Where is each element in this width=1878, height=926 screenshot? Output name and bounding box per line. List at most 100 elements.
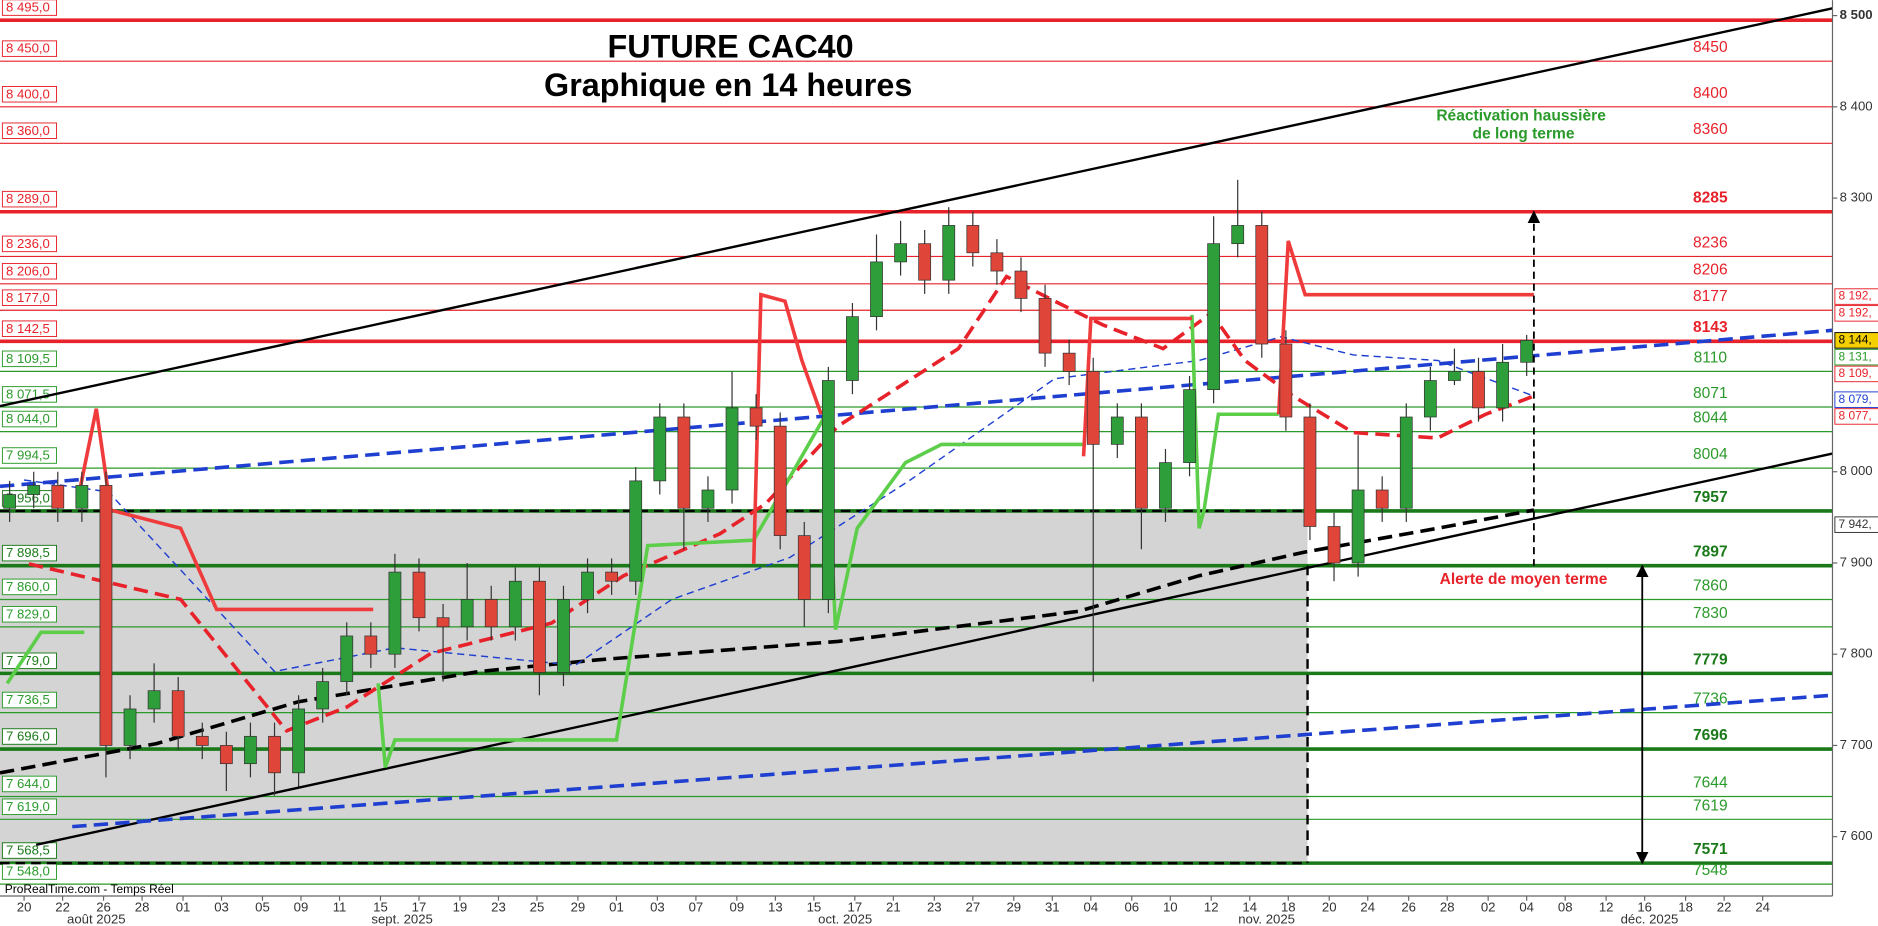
level-axis-label: 8 109,5 bbox=[6, 351, 50, 366]
price-tag-label: 8 192, bbox=[1838, 306, 1871, 320]
candle-body bbox=[99, 485, 113, 746]
candle-body bbox=[557, 599, 570, 673]
price-tag bbox=[1834, 365, 1878, 383]
annotation: de long terme bbox=[1472, 125, 1574, 142]
candle-body bbox=[1472, 371, 1485, 409]
x-tick-label: 24 bbox=[1360, 899, 1375, 914]
level-label-box bbox=[1, 320, 58, 337]
candle-body bbox=[147, 690, 161, 710]
level-axis-label: 8 450,0 bbox=[6, 41, 50, 56]
level-label: 8400 bbox=[1693, 85, 1728, 102]
y-tick-label: 8 000 bbox=[1840, 463, 1873, 478]
level-label-box bbox=[1, 235, 58, 253]
x-tick-label: 07 bbox=[689, 899, 704, 914]
candle-body bbox=[484, 599, 498, 628]
candle-body bbox=[436, 617, 450, 628]
indicator-line bbox=[0, 508, 1535, 775]
price-tag-label: 8 077, bbox=[1838, 409, 1871, 423]
x-tick-label: 18 bbox=[1281, 899, 1296, 914]
candle-body bbox=[1423, 380, 1437, 418]
month-label: août 2025 bbox=[67, 911, 126, 926]
candle-body bbox=[1279, 343, 1293, 418]
candle-body bbox=[364, 635, 378, 655]
source: ProRealTime.com - Temps Réel bbox=[5, 882, 174, 896]
x-axis-band bbox=[0, 895, 1878, 926]
x-tick-label: 12 bbox=[1204, 899, 1219, 914]
level-axis-label: 8 360,0 bbox=[6, 123, 50, 138]
candle-body bbox=[1159, 462, 1172, 509]
month-label: sept. 2025 bbox=[371, 911, 432, 926]
x-tick-label: 29 bbox=[571, 899, 586, 914]
level-axis-label: 8 289,0 bbox=[6, 191, 50, 206]
candle-body bbox=[870, 261, 883, 318]
candle-body bbox=[797, 535, 811, 600]
candle-body bbox=[846, 316, 859, 381]
candle-body bbox=[1399, 416, 1413, 509]
level-label-box bbox=[1, 122, 58, 140]
price-tag-label: 8 192, bbox=[1838, 289, 1871, 303]
price-tag bbox=[1834, 288, 1878, 305]
x-tick-label: 04 bbox=[1519, 899, 1534, 914]
candle-body bbox=[412, 571, 426, 619]
candle-body bbox=[990, 252, 1004, 272]
x-tick-label: 26 bbox=[1401, 899, 1416, 914]
x-tick-label: 17 bbox=[412, 899, 427, 914]
candle-body bbox=[460, 599, 474, 628]
candle-body bbox=[894, 243, 907, 263]
x-tick-label: 23 bbox=[927, 899, 942, 914]
candle-body bbox=[1110, 416, 1124, 445]
level-axis-label: 7 644,0 bbox=[6, 776, 50, 791]
candle-body bbox=[1351, 489, 1365, 564]
x-tick-label: 08 bbox=[1558, 899, 1573, 914]
indicator-line bbox=[75, 240, 1534, 612]
level-label-box bbox=[1, 190, 58, 208]
candle-body bbox=[1255, 225, 1269, 345]
x-tick-label: 26 bbox=[96, 899, 111, 914]
candle-body bbox=[1183, 389, 1196, 463]
price-tag bbox=[1834, 408, 1878, 425]
price-tag-label: 8 079, bbox=[1838, 392, 1871, 406]
candle-body bbox=[51, 485, 65, 509]
level-label: 7830 bbox=[1693, 605, 1728, 622]
x-tick-label: 22 bbox=[55, 899, 70, 914]
level-axis-label: 7 568,5 bbox=[6, 843, 50, 858]
level-axis-label: 8 400,0 bbox=[6, 86, 50, 101]
level-axis-label: 8 044,0 bbox=[6, 411, 50, 426]
level-label-box bbox=[1, 447, 58, 464]
level-axis-label: 8 495,0 bbox=[6, 0, 50, 15]
candle-body bbox=[773, 425, 787, 536]
x-tick-label: 23 bbox=[491, 899, 506, 914]
level-label: 7897 bbox=[1693, 544, 1728, 561]
candle-body bbox=[219, 745, 233, 765]
level-label-box bbox=[1, 863, 58, 880]
level-label-box bbox=[1, 350, 58, 368]
x-tick-label: 20 bbox=[1322, 899, 1337, 914]
level-label-box bbox=[1, 0, 58, 16]
x-tick-label: 20 bbox=[17, 899, 32, 914]
candle-body bbox=[1062, 352, 1076, 372]
level-label-box bbox=[1, 85, 58, 103]
x-tick-label: 15 bbox=[373, 899, 388, 914]
x-tick-label: 02 bbox=[1481, 899, 1496, 914]
candle-body bbox=[1086, 371, 1100, 445]
level-label-box bbox=[1, 606, 58, 623]
y-tick-label: 7 600 bbox=[1840, 828, 1873, 843]
level-label-box bbox=[1, 691, 58, 709]
candle-body bbox=[605, 571, 619, 582]
candle-body bbox=[388, 571, 402, 655]
level-axis-label: 8 177,0 bbox=[6, 290, 50, 305]
x-tick-label: 10 bbox=[1163, 899, 1178, 914]
level-axis-label: 7 696,0 bbox=[6, 729, 50, 744]
x-tick-label: 01 bbox=[176, 899, 191, 914]
x-tick-label: 03 bbox=[650, 899, 665, 914]
candle-body bbox=[268, 735, 281, 774]
candle-body bbox=[1375, 489, 1389, 509]
y-tick-label: 7 800 bbox=[1840, 646, 1873, 661]
x-tick-label: 19 bbox=[453, 899, 468, 914]
indicator-line bbox=[72, 693, 1833, 829]
x-tick-label: 16 bbox=[1637, 899, 1652, 914]
level-axis-label: 7 619,0 bbox=[6, 799, 50, 814]
price-tag-label: 7 942, bbox=[1838, 517, 1871, 531]
